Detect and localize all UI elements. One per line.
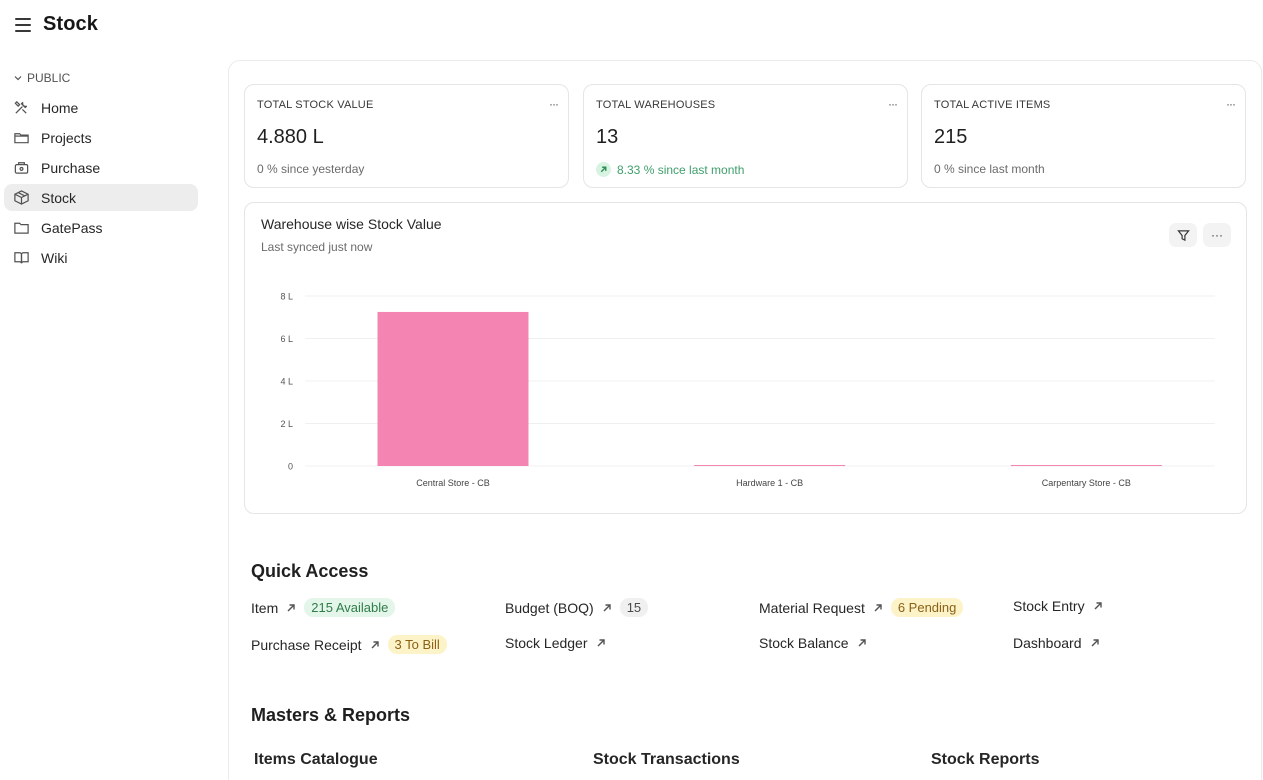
trend-up-icon xyxy=(596,162,611,177)
sidebar-item-label: Home xyxy=(41,99,79,116)
external-arrow-icon xyxy=(370,640,380,650)
card-menu-button[interactable]: ··· xyxy=(1226,97,1236,111)
quick-link-purchase-receipt[interactable]: Purchase Receipt 3 To Bill xyxy=(251,635,447,654)
purchase-icon xyxy=(12,159,30,177)
bar[interactable] xyxy=(694,465,846,466)
count-badge: 15 xyxy=(619,598,649,617)
page-title: Stock xyxy=(43,13,98,35)
column-heading-items-catalogue: Items Catalogue xyxy=(254,751,378,768)
quick-link-stock-ledger[interactable]: Stock Ledger xyxy=(505,635,606,651)
card-title: TOTAL ACTIVE ITEMS xyxy=(934,99,1051,111)
card-title: TOTAL WAREHOUSES xyxy=(596,99,716,111)
quick-link-label: Purchase Receipt xyxy=(251,636,362,653)
card-value: 215 xyxy=(934,126,968,148)
bar[interactable] xyxy=(377,311,529,466)
bar-chart: 0 2 L 4 L 6 L 8 L Central Store - CB Hardware … xyxy=(280,292,1215,488)
folder-icon xyxy=(12,129,30,147)
chevron-down-icon xyxy=(14,76,22,81)
quick-link-label: Budget (BOQ) xyxy=(505,599,594,616)
column-heading-stock-transactions: Stock Transactions xyxy=(593,751,740,768)
chart-title: Warehouse wise Stock Value xyxy=(261,216,442,232)
box-icon xyxy=(12,189,30,207)
sidebar-item-label: Purchase xyxy=(41,159,101,176)
card-title: TOTAL STOCK VALUE xyxy=(257,99,374,111)
top-bar: Stock xyxy=(0,0,1263,52)
sidebar-item-label: Stock xyxy=(41,189,77,206)
quick-link-stock-entry[interactable]: Stock Entry xyxy=(1013,598,1103,614)
sidebar-item-label: Wiki xyxy=(41,249,68,266)
count-badge: 215 Available xyxy=(304,598,396,617)
count-badge: 6 Pending xyxy=(890,598,964,617)
chart-card: 0 2 L 4 L 6 L 8 L Central Store - CB Hardware … xyxy=(244,202,1247,514)
y-tick-label: 0 xyxy=(288,462,293,472)
external-arrow-icon xyxy=(596,638,606,648)
folder-icon xyxy=(12,219,30,237)
external-arrow-icon xyxy=(286,603,296,613)
external-arrow-icon xyxy=(1093,601,1103,611)
masters-reports-title: Masters & Reports xyxy=(251,705,411,725)
card-total-stock-value: TOTAL STOCK VALUE ··· 4.880 L 0 % since … xyxy=(244,84,569,188)
y-tick-label: 6 L xyxy=(280,334,293,344)
filter-icon xyxy=(1176,229,1190,241)
chart-more-button[interactable]: ··· xyxy=(1203,223,1231,247)
quick-link-label: Item xyxy=(251,599,279,616)
sidebar-section-label: PUBLIC xyxy=(27,71,71,85)
count-badge: 3 To Bill xyxy=(387,635,447,654)
quick-link-item[interactable]: Item 215 Available xyxy=(251,598,396,617)
book-icon xyxy=(12,249,30,267)
external-arrow-icon xyxy=(873,603,883,613)
quick-link-label: Dashboard xyxy=(1013,635,1082,651)
tools-icon xyxy=(12,99,30,117)
card-footer: 0 % since last month xyxy=(934,162,1045,176)
sidebar-item-purchase[interactable]: Purchase xyxy=(4,154,198,181)
card-total-active-items: TOTAL ACTIVE ITEMS ··· 215 0 % since las… xyxy=(921,84,1246,188)
external-arrow-icon xyxy=(1090,638,1100,648)
x-tick-label: Carpentary Store - CB xyxy=(1042,478,1131,488)
quick-link-label: Stock Balance xyxy=(759,635,849,651)
bar[interactable] xyxy=(1010,465,1162,466)
card-value: 13 xyxy=(596,126,619,148)
quick-link-material-request[interactable]: Material Request 6 Pending xyxy=(759,598,964,617)
card-menu-button[interactable]: ··· xyxy=(888,97,898,111)
sidebar-item-gatepass[interactable]: GatePass xyxy=(4,214,198,241)
x-tick-label: Hardware 1 - CB xyxy=(736,478,803,488)
y-tick-label: 2 L xyxy=(280,419,293,429)
quick-link-label: Stock Ledger xyxy=(505,635,588,651)
y-tick-label: 4 L xyxy=(280,377,293,387)
card-footer: 8.33 % since last month xyxy=(596,162,744,177)
card-value: 4.880 L xyxy=(257,126,324,148)
quick-link-dashboard[interactable]: Dashboard xyxy=(1013,635,1100,651)
card-footer-text: 0 % since last month xyxy=(934,162,1045,176)
y-tick-label: 8 L xyxy=(280,292,293,302)
x-tick-label: Central Store - CB xyxy=(416,478,490,488)
card-menu-button[interactable]: ··· xyxy=(549,97,559,111)
filter-button[interactable] xyxy=(1169,223,1197,247)
sidebar-item-home[interactable]: Home xyxy=(4,94,198,121)
quick-link-stock-balance[interactable]: Stock Balance xyxy=(759,635,867,651)
sidebar-item-label: GatePass xyxy=(41,219,103,236)
quick-link-label: Material Request xyxy=(759,599,865,616)
external-arrow-icon xyxy=(857,638,867,648)
sidebar-item-projects[interactable]: Projects xyxy=(4,124,198,151)
quick-access-title: Quick Access xyxy=(251,561,369,581)
menu-toggle-icon[interactable] xyxy=(15,18,31,32)
quick-link-label: Stock Entry xyxy=(1013,598,1085,614)
external-arrow-icon xyxy=(602,603,612,613)
card-footer: 0 % since yesterday xyxy=(257,162,364,176)
card-footer-text: 8.33 % since last month xyxy=(617,162,745,177)
main-panel: TOTAL STOCK VALUE ··· 4.880 L 0 % since … xyxy=(228,60,1262,780)
quick-link-budget[interactable]: Budget (BOQ) 15 xyxy=(505,598,649,617)
sidebar-item-label: Projects xyxy=(41,129,92,146)
card-footer-text: 0 % since yesterday xyxy=(257,162,365,176)
sidebar-item-wiki[interactable]: Wiki xyxy=(4,244,198,271)
chart-subtitle: Last synced just now xyxy=(261,240,373,254)
column-heading-stock-reports: Stock Reports xyxy=(931,751,1040,768)
sidebar-item-stock[interactable]: Stock xyxy=(4,184,198,211)
sidebar-section-public[interactable]: PUBLIC xyxy=(13,71,70,85)
card-total-warehouses: TOTAL WAREHOUSES ··· 13 8.33 % since las… xyxy=(583,84,908,188)
